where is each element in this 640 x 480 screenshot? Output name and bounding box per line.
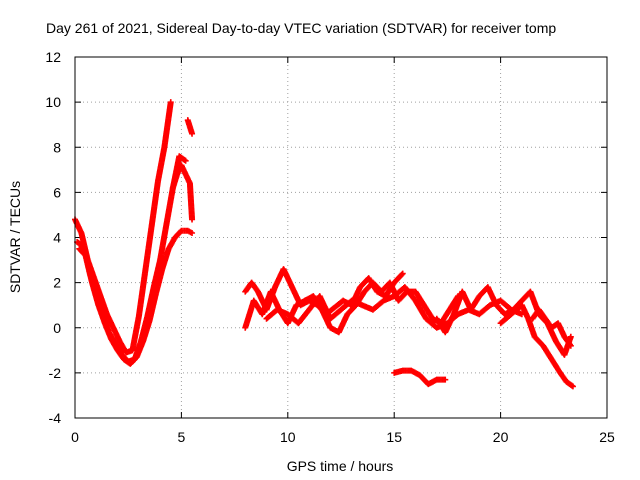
- y-tick-label: 0: [53, 320, 61, 336]
- series-arc-g: [242, 279, 462, 336]
- data-point: [567, 333, 574, 340]
- y-tick-label: 4: [53, 230, 61, 246]
- chart-title: Day 261 of 2021, Sidereal Day-to-day VTE…: [46, 20, 556, 36]
- x-axis-label: GPS time / hours: [287, 458, 394, 474]
- data-point: [442, 376, 449, 383]
- series-arc-j: [497, 302, 576, 390]
- series-arc-l: [391, 367, 449, 388]
- data-point: [167, 99, 174, 106]
- data-point: [189, 216, 196, 223]
- y-tick-label: 8: [53, 139, 61, 155]
- series-arc-k: [529, 306, 574, 349]
- y-tick-label: -2: [49, 365, 62, 381]
- y-tick-label: 10: [45, 94, 61, 110]
- y-tick-label: 12: [45, 49, 61, 65]
- y-tick-label: 2: [53, 275, 61, 291]
- x-tick-label: 5: [178, 429, 186, 445]
- y-tick-label: 6: [53, 184, 61, 200]
- plot-frame: [74, 56, 608, 419]
- series-arc-e: [184, 117, 196, 137]
- data-point: [189, 229, 196, 236]
- y-tick-label: -4: [49, 410, 62, 426]
- x-tick-label: 0: [71, 429, 79, 445]
- y-axis-label: SDTVAR / TECUs: [7, 181, 23, 293]
- x-tick-label: 10: [280, 429, 296, 445]
- series-arc-d: [169, 162, 196, 223]
- data-point: [569, 383, 576, 390]
- x-tick-label: 15: [386, 429, 402, 445]
- trace-mark: [398, 271, 405, 278]
- data-point: [399, 270, 406, 277]
- data-point: [567, 342, 574, 349]
- x-tick-label: 20: [493, 429, 509, 445]
- data-points: [72, 99, 576, 390]
- tick-labels: 0 5 10 15 20 25 -4 -2 0 2 4 6 8 10 12: [45, 49, 615, 445]
- series-arc-c: [76, 227, 196, 367]
- x-tick-label: 25: [599, 429, 615, 445]
- data-point: [189, 130, 196, 137]
- data-point: [182, 157, 189, 164]
